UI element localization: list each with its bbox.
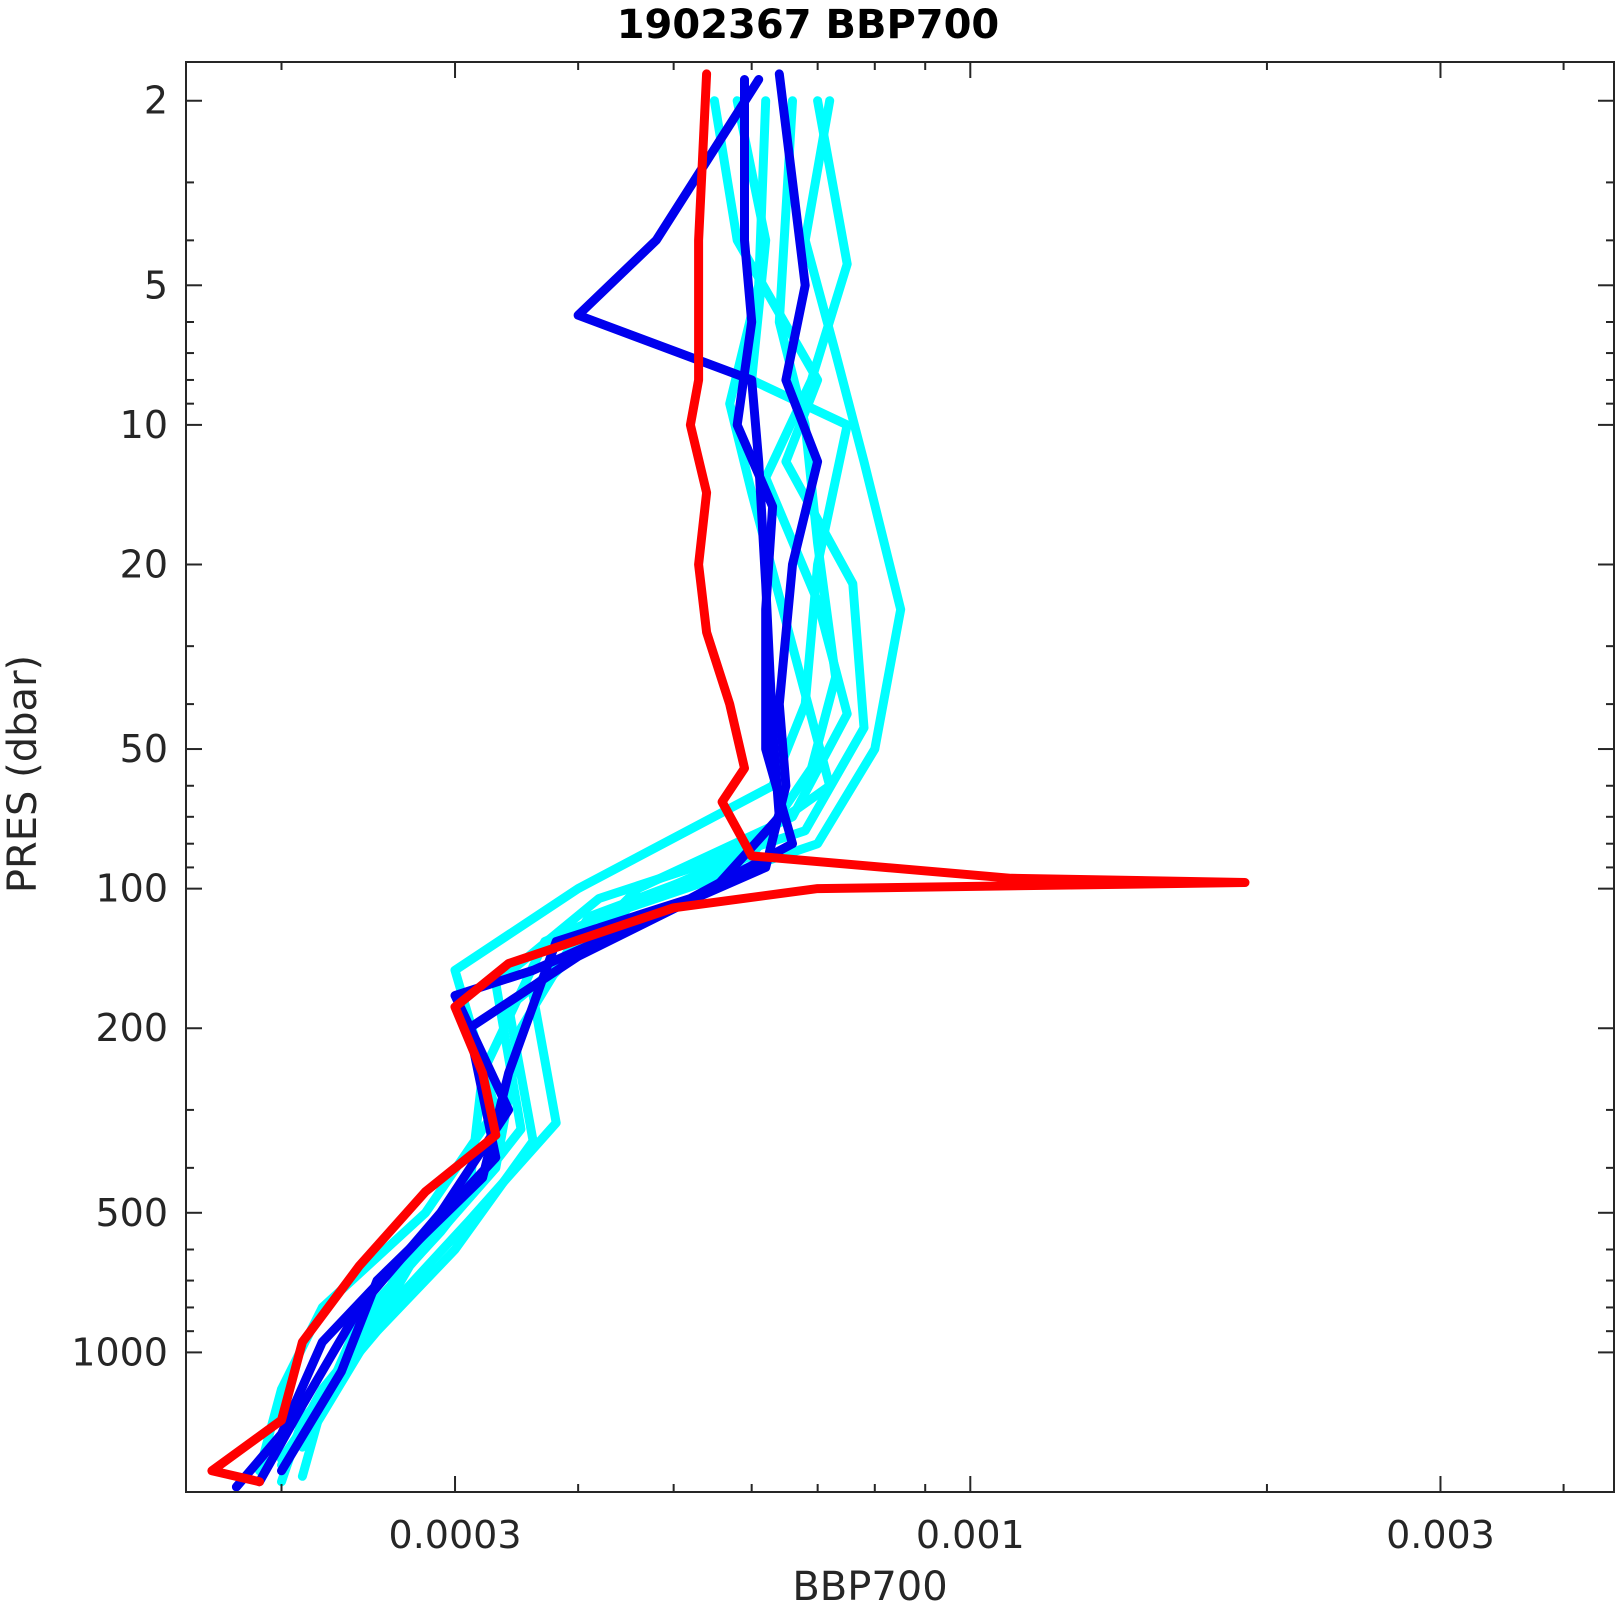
y-tick-label: 100 xyxy=(95,867,168,911)
y-tick-label: 2 xyxy=(144,79,168,123)
plot-area-frame xyxy=(185,61,1615,1493)
series-layer xyxy=(207,69,1250,1492)
axis-tick-labels: 0.0003 0.001 0.003 2 5 10 20 50 100 200 500 1000 xyxy=(71,79,1495,1557)
y-tick-label: 5 xyxy=(144,263,168,307)
x-tick-label: 0.0003 xyxy=(389,1513,522,1557)
y-tick-label: 1000 xyxy=(71,1330,168,1374)
x-tick-label: 0.003 xyxy=(1386,1513,1495,1557)
y-tick-label: 50 xyxy=(120,727,168,771)
x-axis-label: BBP700 xyxy=(792,1564,947,1610)
axis-ticks xyxy=(186,62,1614,1492)
y-axis-label: PRES (dbar) xyxy=(0,655,46,893)
y-tick-label: 500 xyxy=(95,1191,168,1235)
x-tick-label: 0.001 xyxy=(916,1513,1025,1557)
y-tick-label: 10 xyxy=(120,403,168,447)
series-line-10 xyxy=(207,69,1250,1487)
y-tick-label: 20 xyxy=(120,542,168,586)
series-line-9 xyxy=(277,75,797,1476)
series-line-6 xyxy=(277,96,852,1470)
chart-title: 1902367 BBP700 xyxy=(617,2,1000,48)
series-line-4 xyxy=(297,96,869,1481)
y-tick-label: 200 xyxy=(95,1006,168,1050)
